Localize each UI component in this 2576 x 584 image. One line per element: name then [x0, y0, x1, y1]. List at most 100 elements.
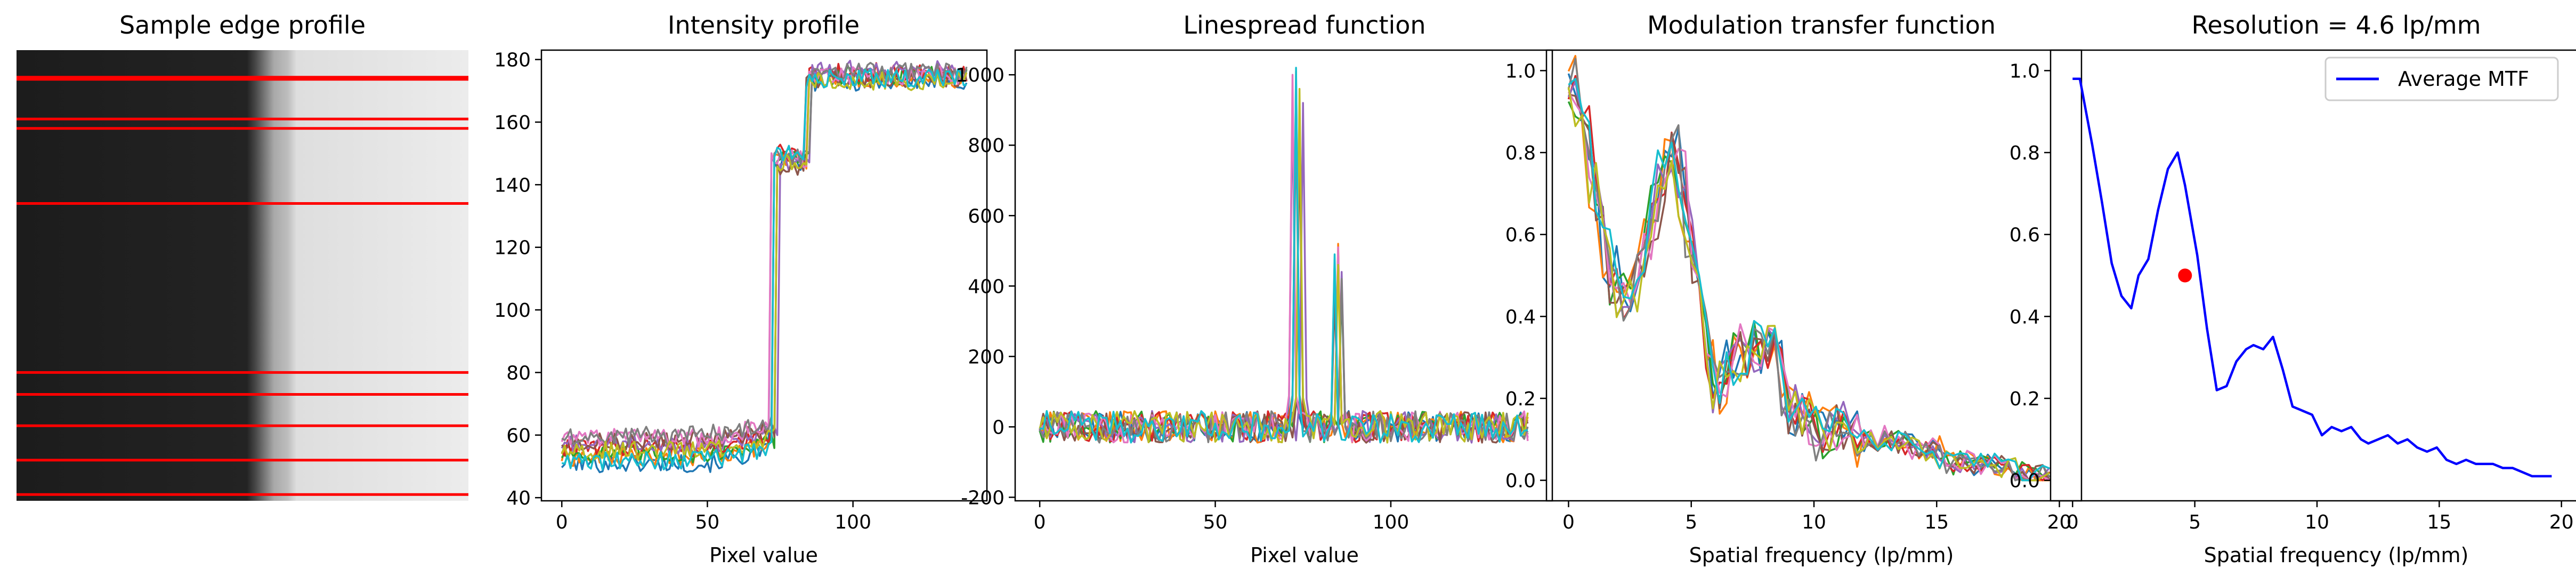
linespread-ytick-label: 200	[968, 346, 1005, 368]
mtf-ytick-label: 0.6	[1505, 225, 1536, 246]
intensity-series-line	[561, 68, 968, 451]
average-mtf-ytick-label: 0.6	[2010, 225, 2040, 246]
mtf-xtick-label: 5	[1685, 511, 1697, 533]
panel4-title: Modulation transfer function	[1647, 11, 1996, 39]
mtf-ytick-label: 0.2	[1505, 388, 1536, 410]
mtf-ytick-label: 0.8	[1505, 142, 1536, 164]
intensity-ytick-label: 40	[506, 487, 531, 509]
intensity-ytick-label: 160	[494, 112, 531, 134]
linespread-series-line	[1039, 133, 1529, 444]
linespread-ytick-label: 1000	[955, 65, 1005, 86]
intensity-series-line	[561, 65, 967, 448]
mtf-xtick-label: 0	[1562, 511, 1575, 533]
resolution-panel: Resolution = 4.6 lp/mm 0 5 10 15 20 0.0 0.2 0.4…	[2010, 11, 2576, 567]
intensity-ytick-label: 100	[494, 300, 531, 322]
average-mtf-xtick-label: 10	[2305, 511, 2329, 533]
average-mtf-xtick-label: 20	[2549, 511, 2574, 533]
intensity-profile-panel: Intensity profile 0 50 100 40 60 80 100 120 140 1…	[494, 11, 988, 567]
linespread-series-group	[1039, 67, 1529, 444]
linespread-series-line	[1039, 102, 1529, 444]
panel2-title: Intensity profile	[668, 11, 860, 39]
intensity-series-line	[561, 71, 968, 461]
mtf-ytick-label: 0.0	[1505, 470, 1536, 492]
linespread-series-line	[1039, 67, 1528, 444]
intensity-ytick-label: 120	[494, 237, 531, 259]
mtf-series-group	[1567, 54, 2051, 482]
mtf-xtick-label: 10	[1802, 511, 1826, 533]
average-mtf-ytick-label: 0.2	[2010, 388, 2040, 410]
mtf-xtick-label: 20	[2047, 511, 2072, 533]
resolution-marker	[2178, 268, 2192, 283]
average-mtf-line	[2072, 77, 2552, 478]
panel5-title: Resolution = 4.6 lp/mm	[2191, 11, 2481, 39]
linespread-series-line	[1039, 95, 1529, 443]
linespread-ytick-label: 600	[968, 205, 1005, 227]
intensity-profile-plot: 0 50 100 40 60 80 100 120 140 160 180	[494, 49, 988, 533]
legend-box	[2324, 57, 2559, 101]
legend: Average MTF	[2324, 57, 2559, 101]
linespread-xtick-label: 0	[1034, 511, 1046, 533]
average-mtf-ytick-label: 0.4	[2010, 306, 2040, 328]
average-mtf-ytick-label: 0.0	[2010, 470, 2040, 492]
intensity-ytick-label: 60	[506, 425, 531, 447]
mtf-series-line	[1567, 75, 2051, 482]
average-mtf-axes-frame	[2050, 49, 2576, 502]
average-mtf-xtick-label: 0	[2067, 511, 2079, 533]
intensity-series-line	[561, 66, 968, 463]
mtf-xtick-label: 15	[1924, 511, 1949, 533]
linespread-ytick-label: 800	[968, 135, 1005, 157]
average-mtf-plot: 0 5 10 15 20 0.0 0.2 0.4 0.6 0.8 1.0	[2010, 49, 2576, 533]
intensity-xtick-label: 0	[556, 511, 568, 533]
linespread-series-line	[1039, 109, 1529, 444]
linespread-function-panel: Linespread function 0 50 100 -200 0 200 400 600…	[955, 11, 1553, 567]
mtf-series-line	[1567, 87, 2050, 482]
average-mtf-series-group	[2072, 77, 2552, 478]
mtf-panel: Modulation transfer function 0 5 10 15 20 0.0…	[1505, 11, 2083, 567]
mtf-series-line	[1567, 91, 2050, 482]
panel1-title: Sample edge profile	[119, 11, 366, 39]
average-mtf-xtick-label: 15	[2427, 511, 2451, 533]
intensity-series-line	[561, 71, 968, 474]
panel3-xlabel: Pixel value	[1250, 543, 1359, 567]
panel5-xlabel: Spatial frequency (lp/mm)	[2204, 543, 2469, 567]
linespread-series-line	[1039, 70, 1529, 444]
panel2-xlabel: Pixel value	[709, 543, 818, 567]
panel4-xlabel: Spatial frequency (lp/mm)	[1689, 543, 1954, 567]
intensity-ytick-label: 180	[494, 50, 531, 71]
intensity-series-line	[561, 62, 968, 458]
mtf-ytick-label: 0.4	[1505, 306, 1536, 328]
average-mtf-ytick-label: 0.8	[2010, 142, 2040, 164]
profile-lines	[17, 76, 468, 496]
linespread-ytick-label: 400	[968, 276, 1005, 298]
panel3-title: Linespread function	[1183, 11, 1425, 39]
mtf-series-line	[1568, 77, 2050, 482]
linespread-axes-frame	[1014, 49, 1553, 502]
intensity-series-group	[561, 60, 968, 474]
linespread-xtick-label: 50	[1203, 511, 1228, 533]
linespread-ytick-label: -200	[961, 487, 1005, 509]
linespread-series-line	[1039, 87, 1529, 444]
average-mtf-ytick-label: 1.0	[2010, 60, 2040, 82]
intensity-axes-frame	[540, 49, 988, 502]
intensity-xtick-label: 50	[695, 511, 720, 533]
intensity-ytick-label: 80	[506, 362, 531, 384]
linespread-series-line	[1039, 123, 1529, 444]
mtf-ytick-label: 1.0	[1505, 60, 1536, 82]
linespread-series-line	[1039, 81, 1529, 443]
linespread-function-plot: 0 50 100 -200 0 200 400 600 800 1000	[955, 49, 1553, 533]
intensity-series-line	[561, 60, 967, 455]
sample-edge-image-panel: Sample edge profile	[17, 11, 468, 501]
linespread-xtick-label: 100	[1373, 511, 1409, 533]
mtf-plot: 0 5 10 15 20 0.0 0.2 0.4 0.6 0.8 1.0	[1505, 49, 2083, 533]
intensity-ytick-label: 140	[494, 174, 531, 196]
intensity-series-line	[561, 62, 968, 445]
intensity-series-line	[562, 68, 967, 471]
legend-label: Average MTF	[2398, 67, 2529, 91]
average-mtf-xtick-label: 5	[2189, 511, 2201, 533]
linespread-ytick-label: 0	[992, 417, 1005, 438]
intensity-series-line	[561, 68, 967, 467]
linespread-series-line	[1039, 74, 1529, 444]
intensity-xtick-label: 100	[835, 511, 871, 533]
mtf-axes-frame	[1545, 49, 2083, 502]
